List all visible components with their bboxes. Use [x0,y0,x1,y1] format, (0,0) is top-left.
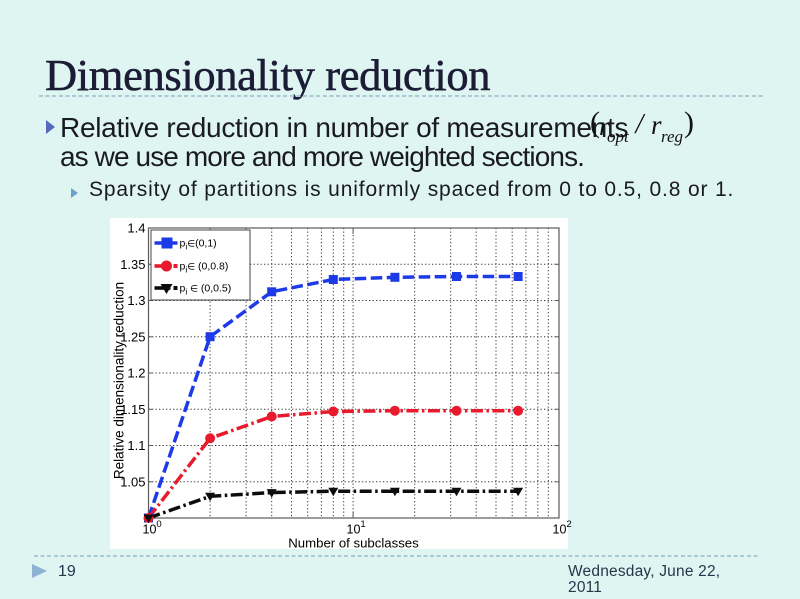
svg-text:pi ∈ (0,0.5): pi ∈ (0,0.5) [179,282,231,296]
svg-text:pi∈(0,1): pi∈(0,1) [179,237,216,251]
svg-text:1.1: 1.1 [127,438,145,453]
svg-text:1.2: 1.2 [127,365,145,380]
svg-text:1.35: 1.35 [120,256,145,271]
svg-text:Number of subclasses: Number of subclasses [288,535,419,550]
svg-text:1.15: 1.15 [120,401,145,416]
svg-text:1.05: 1.05 [120,474,145,489]
svg-text:1.4: 1.4 [127,220,145,235]
svg-text:pi∈ (0,0.8): pi∈ (0,0.8) [179,260,228,274]
svg-text:1.3: 1.3 [127,293,145,308]
svg-text:102: 102 [552,519,571,537]
svg-text:Relative dimensionality reduct: Relative dimensionality reduction [111,281,126,478]
svg-text:1.25: 1.25 [120,329,145,344]
